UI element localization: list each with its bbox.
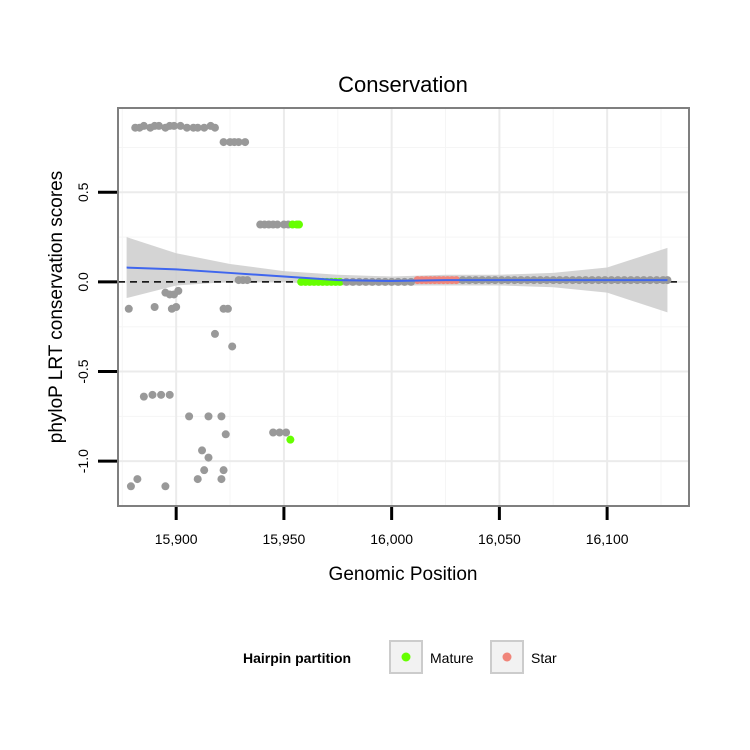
- point-other: [200, 466, 209, 475]
- point-other-zero-row: [407, 277, 416, 286]
- y-axis-label: phyloP LRT conservation scores: [46, 171, 67, 444]
- point-mature: [294, 220, 303, 229]
- point-other: [148, 390, 157, 399]
- point-other: [198, 446, 207, 455]
- point-other: [275, 428, 284, 437]
- confidence-band-layer: [126, 237, 668, 313]
- point-other: [217, 412, 226, 421]
- point-other: [185, 412, 194, 421]
- legend-title: Hairpin partition: [243, 650, 351, 666]
- point-other: [219, 466, 228, 475]
- point-other: [126, 482, 135, 491]
- point-other: [157, 390, 166, 399]
- y-tick-label: 0.5: [75, 182, 91, 202]
- point-mature: [286, 435, 295, 444]
- y-tick-label: 0.0: [75, 272, 91, 292]
- chart-title: Conservation: [338, 72, 468, 97]
- point-other: [221, 430, 230, 439]
- point-other: [282, 428, 291, 437]
- point-other: [170, 121, 179, 130]
- point-other: [217, 475, 226, 484]
- axis-layer: 15,900 15,950 16,000 16,050 16,100 -1.0 -0.5 0.…: [75, 182, 629, 547]
- legend-dot-star: [502, 652, 512, 662]
- point-other: [182, 123, 191, 132]
- point-other: [161, 482, 170, 491]
- legend-label-star: Star: [531, 650, 557, 666]
- x-tick-label: 16,000: [370, 531, 413, 547]
- point-other: [139, 392, 148, 401]
- point-other: [204, 453, 213, 462]
- x-tick-label: 15,950: [262, 531, 305, 547]
- y-tick-label: -1.0: [75, 449, 91, 473]
- point-other: [219, 138, 228, 147]
- point-other: [124, 304, 133, 313]
- point-layer: [124, 121, 672, 491]
- point-other: [210, 329, 219, 338]
- point-other: [241, 138, 250, 147]
- confidence-band: [126, 237, 668, 313]
- legend-dot-mature: [401, 652, 411, 662]
- point-other: [223, 304, 232, 313]
- point-other: [172, 303, 181, 311]
- x-tick-label: 15,900: [155, 531, 198, 547]
- point-other: [193, 123, 202, 132]
- x-tick-label: 16,100: [586, 531, 629, 547]
- point-other: [133, 475, 142, 484]
- grid-layer: [118, 108, 689, 506]
- y-tick-label: -0.5: [75, 359, 91, 383]
- point-other: [210, 123, 219, 132]
- x-tick-label: 16,050: [478, 531, 521, 547]
- x-axis-label: Genomic Position: [329, 564, 478, 585]
- point-other: [139, 121, 148, 130]
- point-other: [150, 303, 159, 311]
- point-other: [193, 475, 202, 484]
- point-other: [269, 428, 278, 437]
- point-other: [228, 342, 237, 351]
- point-other: [234, 138, 243, 147]
- point-other: [165, 390, 174, 399]
- legend: Hairpin partition Mature Star: [243, 640, 557, 674]
- smooth-line: [126, 266, 668, 283]
- smooth-line-layer: [126, 266, 668, 283]
- legend-label-mature: Mature: [430, 650, 474, 666]
- panel-border: [117, 107, 690, 507]
- point-other: [176, 121, 185, 130]
- legend-key-mature: [389, 640, 423, 674]
- point-other: [273, 220, 282, 229]
- point-other: [243, 276, 252, 285]
- point-other: [174, 286, 183, 295]
- point-other: [204, 412, 213, 421]
- point-other: [200, 123, 209, 132]
- point-other: [154, 121, 163, 130]
